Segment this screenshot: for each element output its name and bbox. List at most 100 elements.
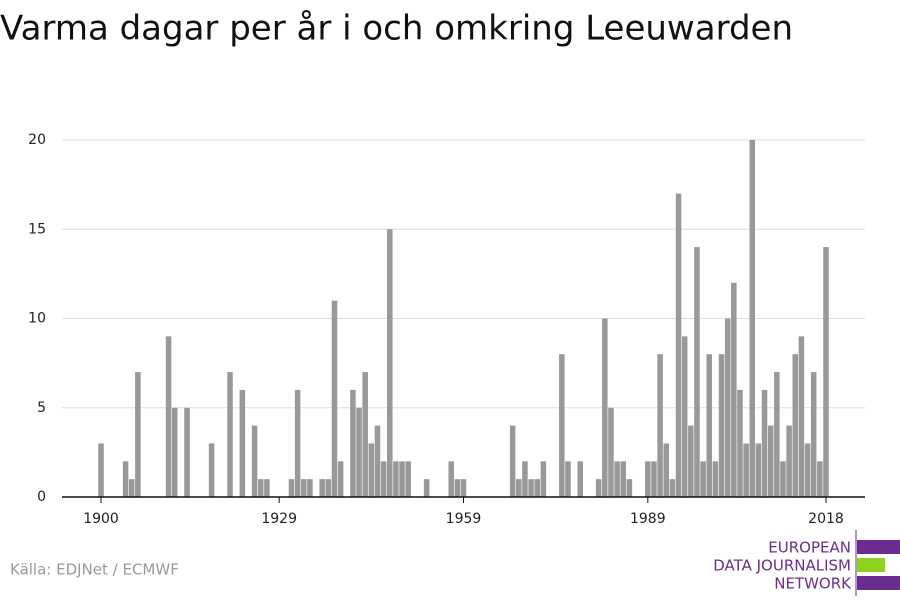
bar [823,247,829,497]
bar [663,443,670,497]
bar [356,407,362,497]
bar [681,336,688,497]
bar [767,425,774,497]
bar [227,372,233,497]
bar [559,354,565,497]
bar [620,461,627,497]
bar [657,354,663,497]
bar [675,193,682,498]
bar [460,479,467,497]
bar [626,479,633,497]
bar [577,461,583,497]
bar [350,389,356,497]
y-tick-label: 0 [37,489,46,505]
bar [448,461,454,497]
bar [362,372,368,497]
source: Källa: EDJNet / ECMWF [10,561,179,579]
bar [405,461,411,497]
bar [337,461,344,497]
bar [724,318,731,497]
bar [540,461,547,497]
bar [516,479,522,497]
bar [184,407,190,497]
bar [645,461,651,497]
bar [755,443,762,497]
bar [325,479,332,497]
bar [98,443,104,497]
bar [331,300,338,497]
y-tick-label: 15 [28,221,46,237]
bar [264,479,270,497]
logo-bar [857,558,885,572]
y-tick-label: 20 [28,132,46,148]
bar [688,425,694,497]
bar [565,461,571,497]
x-tick-label: 1929 [261,511,297,527]
bar [294,389,301,497]
bar [122,461,129,497]
bar [374,425,381,497]
bar [694,247,700,497]
bar [319,479,325,497]
y-tick-label: 10 [28,311,46,327]
bar [749,140,756,497]
bar [368,443,375,497]
bar [288,479,295,497]
bar [743,443,749,497]
bar [528,479,534,497]
bar [534,479,540,497]
x-tick-label: 1959 [446,511,482,527]
logo: EUROPEAN DATA JOURNALISM NETWORK [713,530,900,596]
bar [737,389,743,497]
bar [399,461,405,497]
bar [595,479,602,497]
logo-text: NETWORK [774,575,852,593]
bar [798,336,805,497]
bar [454,479,461,497]
bar [718,354,725,497]
bar [208,443,215,497]
bar [380,461,387,497]
bar [239,389,246,497]
bar [251,425,258,497]
bar [602,318,608,497]
bar [712,461,719,497]
logo-bar [857,540,900,554]
bar [608,407,614,497]
bar [786,425,792,497]
bar [817,461,823,497]
x-tick-label: 1900 [83,511,119,527]
bar [128,479,135,497]
bar [792,354,799,497]
bar [135,372,141,497]
bar [706,354,713,497]
logo-text: DATA JOURNALISM [713,557,851,575]
bar [731,282,737,497]
bar [761,389,768,497]
bar [804,443,811,497]
bar [780,461,786,497]
bar [774,372,780,497]
bar [300,479,307,497]
chart-title: Varma dagar per år i och omkring Leeuwar… [0,9,793,49]
bar [387,229,393,497]
x-tick-label: 1989 [630,511,666,527]
bar [651,461,657,497]
logo-text: EUROPEAN [768,539,851,557]
bar [257,479,264,497]
y-tick-label: 5 [37,400,46,416]
bar [614,461,620,497]
bar [700,461,706,497]
logo-bar [857,576,900,590]
bar [171,407,178,497]
bar [522,461,528,497]
bar [669,479,676,497]
bar [509,425,516,497]
bar [307,479,313,497]
bar [423,479,430,497]
bar [810,372,817,497]
x-tick-label: 2018 [808,511,844,527]
bar [393,461,399,497]
bar [165,336,172,497]
